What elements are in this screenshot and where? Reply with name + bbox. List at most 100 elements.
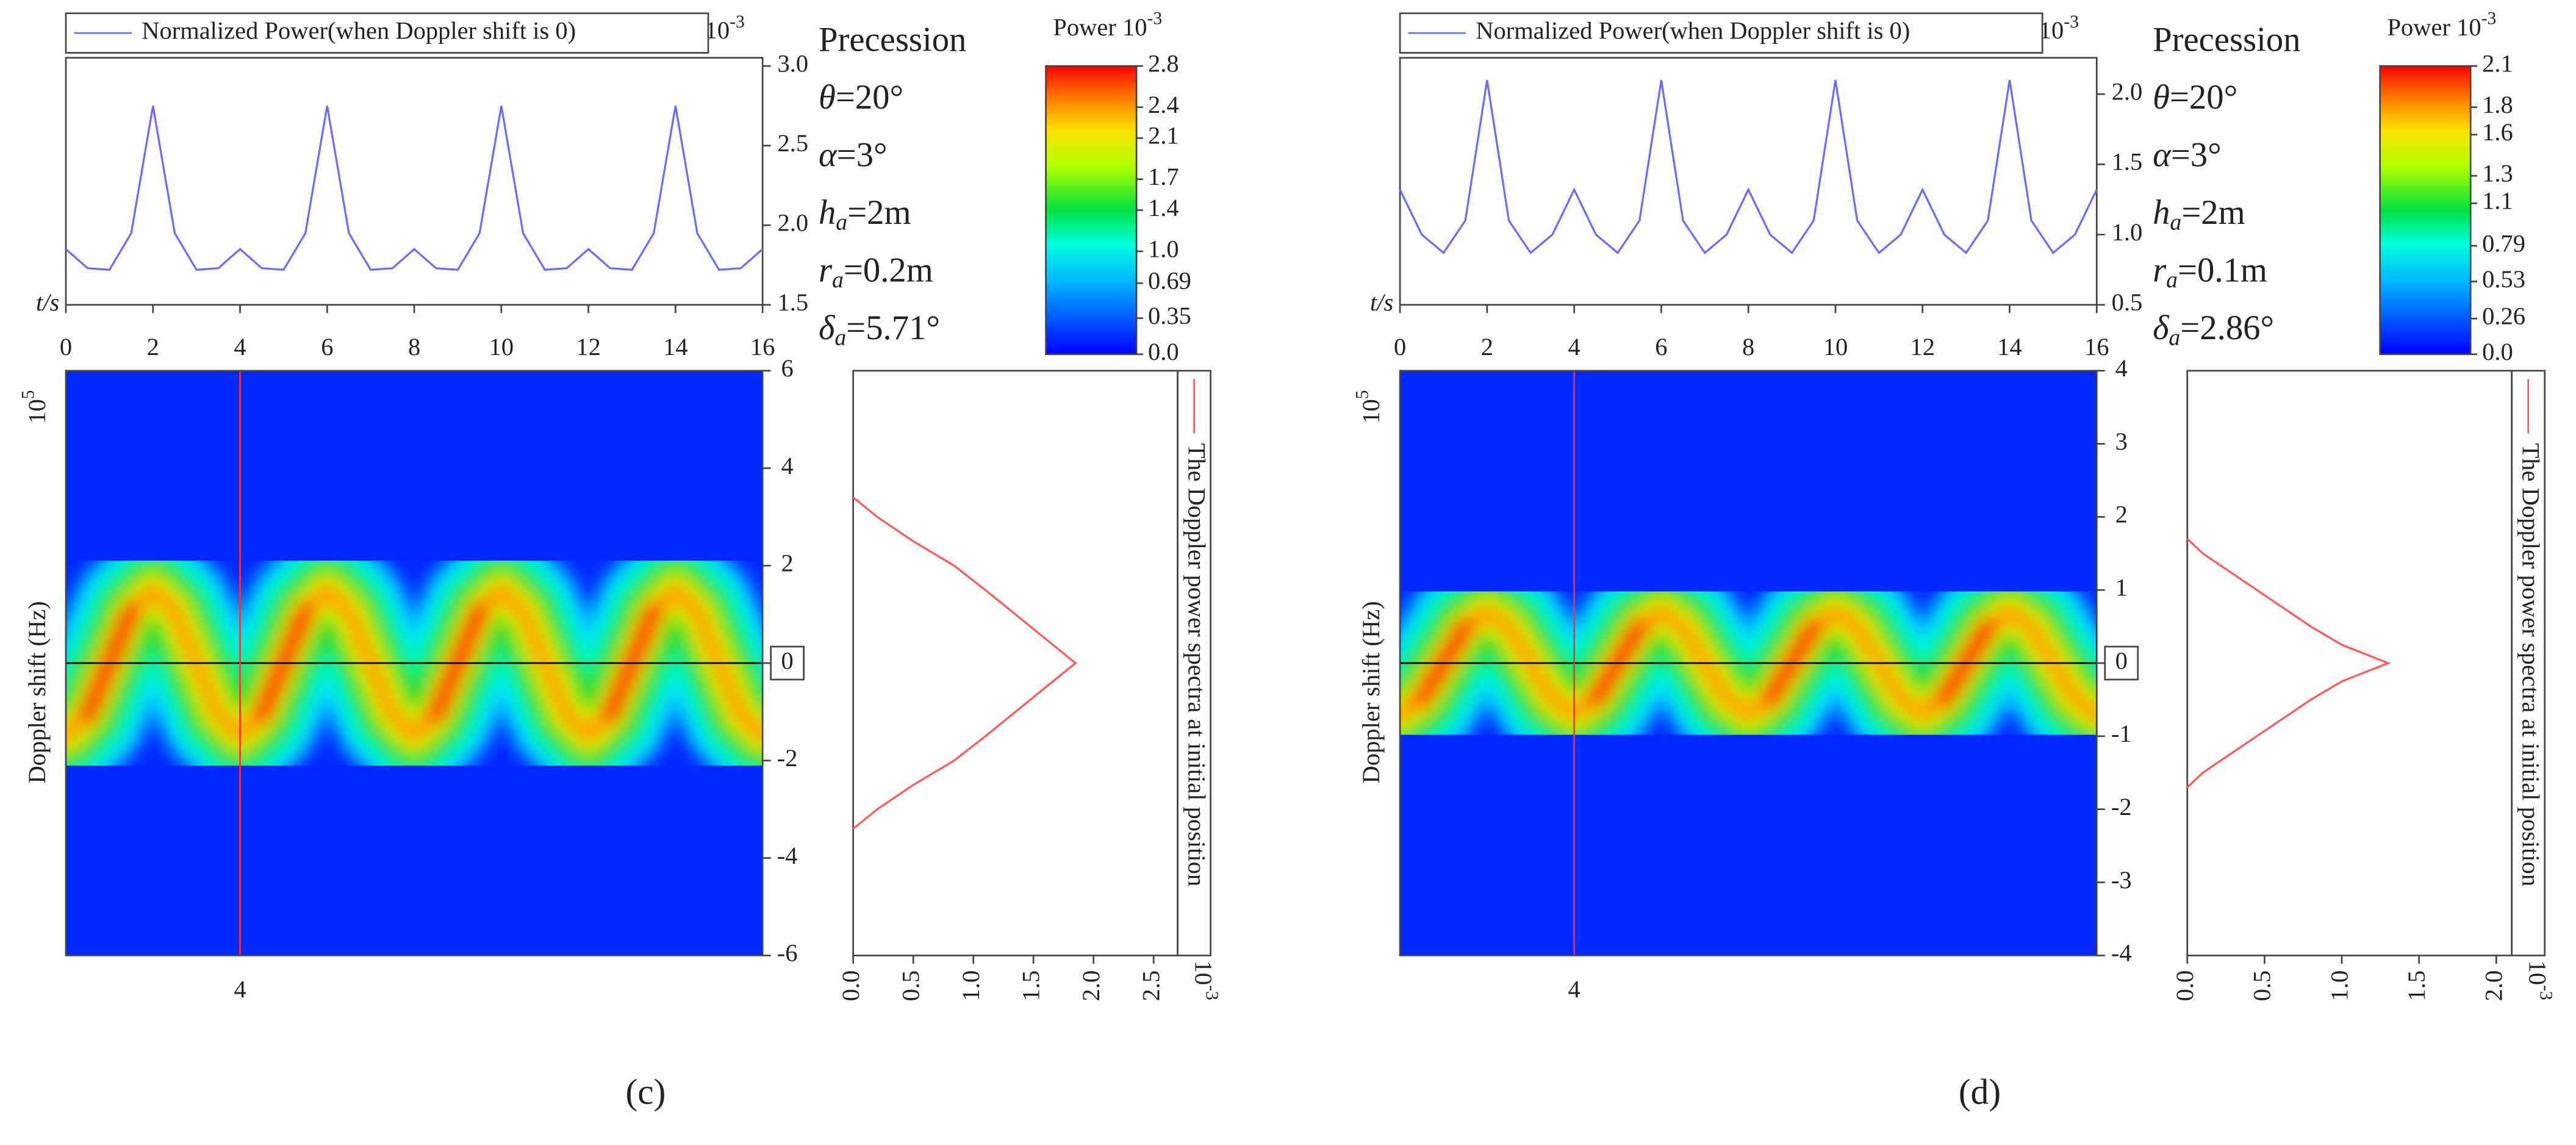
x-tick-label: 2.0 xyxy=(1077,971,1105,1002)
y-tick-label: -4 xyxy=(2111,939,2132,967)
parameter-value: =20° xyxy=(2170,78,2237,117)
colorbar-tick-label: 2.8 xyxy=(1148,50,1179,77)
multiplier-base: 10 xyxy=(23,399,51,424)
parameter-value: =2.86° xyxy=(2180,309,2274,347)
colorbar-tick-label: 0.35 xyxy=(1148,302,1191,329)
colorbar-tick-label: 1.1 xyxy=(2482,187,2513,215)
x-tick-label: 0.5 xyxy=(2248,971,2276,1002)
x-tick-label: 4 xyxy=(1568,333,1580,361)
x-tick-label: 1.0 xyxy=(2325,971,2353,1002)
x-tick-label: 14 xyxy=(1997,333,2022,361)
y-tick-label: 3 xyxy=(2115,428,2128,455)
x-tick-label: 0.5 xyxy=(897,971,924,1002)
parameters-title: Precession xyxy=(2153,20,2300,59)
x-tick-label: 16 xyxy=(750,333,775,361)
multiplier: 10-3 xyxy=(2524,960,2556,1000)
x-tick-label: 8 xyxy=(408,333,420,361)
y-tick-label: 2.5 xyxy=(777,129,808,157)
y-tick-label: 0.5 xyxy=(2112,289,2143,316)
colorbar-tick-label: 0.26 xyxy=(2482,303,2525,330)
parameter: ra=0.2m xyxy=(819,251,933,292)
multiplier-exponent: 5 xyxy=(18,390,38,399)
y-tick-label: 3.0 xyxy=(777,50,808,77)
y-axis-label: Doppler shift (Hz) xyxy=(1357,601,1385,783)
heatmap-layers xyxy=(1400,550,2097,776)
x-tick-label: 12 xyxy=(1910,333,1934,361)
x-tick-label: 14 xyxy=(663,333,688,361)
heatmap xyxy=(66,370,763,956)
multiplier-base: 10 xyxy=(1357,399,1385,424)
x-tick-label: 4 xyxy=(234,333,246,361)
multiplier: 10-3 xyxy=(1189,960,1222,1000)
multiplier-base: 10 xyxy=(1122,13,1147,41)
parameter-symbol: r xyxy=(2153,251,2167,289)
legend-box xyxy=(1399,12,2043,54)
parameter-symbol: δ xyxy=(819,309,836,347)
heatmap-hot xyxy=(99,601,142,673)
parameter-value: =3° xyxy=(837,135,888,174)
heatmap xyxy=(1400,370,2097,956)
y-tick-label: 2.0 xyxy=(777,209,808,237)
multiplier-exponent: -3 xyxy=(2536,985,2556,1000)
y-tick-label: 1.5 xyxy=(777,289,808,316)
colorbar-tick-label: 0.0 xyxy=(2482,338,2513,365)
multiplier-exponent: 5 xyxy=(1353,390,1372,399)
legend-label: The Doppler power spectra at initial pos… xyxy=(2517,443,2544,887)
parameter-value: =3° xyxy=(2171,135,2222,174)
colorbar-tick-label: 2.1 xyxy=(2482,50,2513,77)
parameter-symbol: h xyxy=(819,193,836,232)
parameter-symbol: α xyxy=(819,135,838,174)
heatmap-hot xyxy=(447,601,490,673)
legend-label: Normalized Power(when Doppler shift is 0… xyxy=(1476,17,1910,45)
x-tick-label: 16 xyxy=(2084,333,2109,361)
colorbar-tick-label: 0.0 xyxy=(1148,338,1179,365)
multiplier-base: 10 xyxy=(1189,960,1217,985)
multiplier-base: 10 xyxy=(2524,960,2551,985)
x-tick-label: 6 xyxy=(321,333,333,361)
colorbar-tick-label: 1.4 xyxy=(1148,194,1179,221)
parameter: ha=2m xyxy=(2153,193,2245,235)
y-tick-label: -4 xyxy=(777,842,798,869)
parameter-subscript: a xyxy=(2166,267,2178,293)
y-tick-label: -1 xyxy=(2111,720,2132,747)
parameter-value: =2m xyxy=(847,193,911,232)
parameter-subscript: a xyxy=(832,267,844,293)
y-tick-label: 2.0 xyxy=(2112,78,2143,106)
y-tick-label: -6 xyxy=(777,939,798,967)
parameter-subscript: a xyxy=(836,209,847,235)
multiplier: Power 10-3 xyxy=(2388,9,2497,41)
x-tick-label: 0.0 xyxy=(2171,971,2198,1002)
x-tick-label: 12 xyxy=(576,333,601,361)
x-tick-label: 1.5 xyxy=(1017,971,1044,1002)
colorbar-title: Power xyxy=(1053,13,1116,41)
parameter: ha=2m xyxy=(819,193,911,235)
y-tick-label: -2 xyxy=(777,744,798,772)
parameter-value: =2m xyxy=(2181,193,2245,232)
parameter-value: =0.2m xyxy=(844,251,933,289)
x-tick-label: 4 xyxy=(234,975,246,1003)
heatmap-hot xyxy=(622,601,664,673)
parameter-value: =0.1m xyxy=(2178,251,2267,289)
heatmap-hot xyxy=(273,601,316,673)
parameter: α=3° xyxy=(2153,135,2222,174)
y-tick-label: 0 xyxy=(781,647,794,674)
spectrum-line xyxy=(852,497,1077,830)
colorbar xyxy=(1045,65,1138,356)
y-tick-label: -3 xyxy=(2111,866,2132,894)
x-tick-label: 8 xyxy=(1742,333,1754,361)
x-tick-label: 4 xyxy=(1568,975,1580,1003)
parameter-symbol: r xyxy=(819,251,833,289)
y-tick-label: 4 xyxy=(781,452,794,479)
plot-frame xyxy=(2186,370,2513,957)
legend-box xyxy=(2511,370,2546,957)
colorbar xyxy=(2379,65,2472,356)
colorbar-tick-label: 0.69 xyxy=(1148,267,1191,295)
y-tick-label: 4 xyxy=(2115,354,2128,382)
x-tick-label: 10 xyxy=(489,333,514,361)
multiplier-exponent: -3 xyxy=(730,12,745,32)
parameter-subscript: a xyxy=(2169,325,2180,350)
line-series xyxy=(1399,79,2098,254)
parameter-subscript: a xyxy=(2170,209,2181,235)
y-tick-label: 1 xyxy=(2115,573,2128,601)
x-tick-label: 0 xyxy=(1394,333,1406,361)
